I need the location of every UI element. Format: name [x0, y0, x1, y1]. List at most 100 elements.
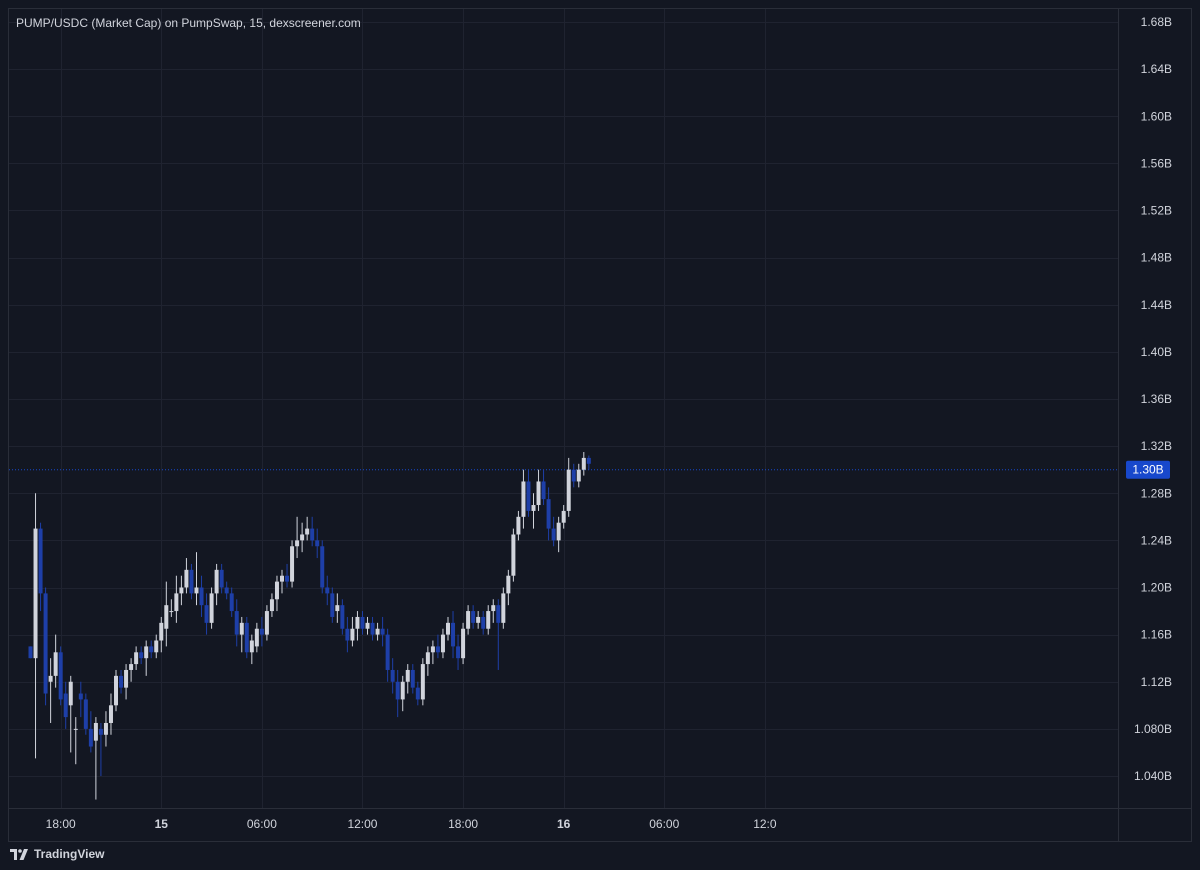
candle-body — [114, 675, 119, 706]
candle — [129, 658, 134, 682]
candle-body — [320, 546, 325, 588]
candle — [330, 587, 335, 623]
candle-body — [88, 728, 93, 747]
candle-body — [184, 569, 189, 588]
candle — [108, 693, 113, 735]
candle-body — [556, 522, 561, 541]
candle-body — [380, 628, 385, 635]
candle — [461, 622, 466, 665]
candle-body — [486, 611, 491, 629]
candle-body — [451, 622, 456, 647]
candle — [174, 575, 179, 623]
candle-body — [440, 634, 445, 653]
candle — [114, 669, 119, 712]
candle — [209, 587, 214, 629]
candle-body — [169, 611, 174, 613]
candle-body — [219, 569, 224, 588]
candle-body — [139, 652, 144, 659]
candle — [254, 622, 259, 653]
candle — [556, 516, 561, 553]
price-tick-label: 1.56B — [1141, 156, 1172, 170]
time-tick-label: 18:00 — [46, 817, 76, 831]
candle-body — [174, 593, 179, 612]
candle-body — [586, 457, 591, 464]
candle-body — [345, 628, 350, 641]
candle — [149, 640, 154, 659]
price-axis[interactable]: 1.68B 1.64B 1.60B 1.56B 1.52B 1.48B 1.44B 1.40B… — [1126, 15, 1172, 783]
candle-body — [295, 540, 300, 547]
time-tick-label: 06:00 — [247, 817, 277, 831]
candle-body — [164, 605, 169, 629]
candle — [576, 463, 581, 488]
candle-body — [476, 616, 481, 623]
candle-body — [566, 469, 571, 511]
candle — [501, 587, 506, 629]
candle — [536, 469, 541, 511]
candle — [476, 611, 481, 629]
candle — [244, 616, 249, 659]
candle-body — [385, 634, 390, 670]
candle — [269, 593, 274, 617]
price-tick-label: 1.080B — [1134, 722, 1172, 736]
candle-body — [194, 587, 199, 594]
candle — [340, 599, 345, 635]
candle-body — [541, 481, 546, 500]
candle-body — [159, 622, 164, 641]
candle-body — [33, 528, 38, 659]
tradingview-logo[interactable]: TradingView — [10, 847, 104, 861]
price-tick-label: 1.36B — [1141, 392, 1172, 406]
chart-frame[interactable] — [8, 8, 1192, 842]
candle-body — [124, 669, 129, 688]
candle — [561, 505, 566, 529]
candle-body — [435, 646, 440, 653]
candle-body — [461, 628, 466, 659]
candle — [58, 646, 63, 706]
candle — [229, 587, 234, 617]
candle — [420, 658, 425, 706]
candle-body — [355, 616, 360, 629]
candle — [305, 516, 310, 541]
candle — [581, 452, 586, 476]
candle-body — [360, 616, 365, 629]
candle-body — [305, 528, 310, 535]
candle — [440, 628, 445, 659]
candle-body — [179, 587, 184, 594]
candle-body — [103, 722, 108, 735]
candle — [78, 681, 83, 718]
candle — [194, 552, 199, 606]
candle-body — [335, 605, 340, 612]
candle-body — [491, 605, 496, 612]
candle — [300, 522, 305, 553]
time-axis[interactable]: 18:00 15 06:00 12:00 18:00 16 06:00 12:0 — [46, 817, 777, 831]
candle-body — [420, 664, 425, 700]
candle-body — [365, 622, 370, 629]
candle-body — [129, 664, 134, 670]
candle-body — [531, 505, 536, 511]
candle — [390, 658, 395, 694]
candle-body — [280, 575, 284, 582]
candle-body — [526, 481, 531, 511]
candle-body — [209, 593, 214, 623]
candle-body — [496, 605, 501, 623]
candle — [466, 605, 471, 635]
candle — [365, 616, 370, 635]
candle-body — [561, 510, 566, 523]
candle-body — [285, 575, 290, 582]
candle-body — [93, 722, 98, 741]
candle — [83, 693, 88, 735]
brand-label: TradingView — [34, 847, 105, 861]
candle-body — [108, 705, 113, 723]
candle-body — [149, 646, 154, 653]
price-tick-label: 1.48B — [1141, 251, 1172, 265]
candle-body — [144, 646, 149, 659]
candle — [551, 516, 556, 547]
candle — [43, 587, 48, 706]
candle-body — [224, 587, 229, 594]
candle-body — [83, 699, 88, 729]
candle-body — [340, 605, 345, 629]
candle-body — [38, 528, 43, 594]
candle-body — [576, 469, 581, 482]
price-tick-label: 1.40B — [1141, 345, 1172, 359]
candle-body — [310, 528, 315, 541]
